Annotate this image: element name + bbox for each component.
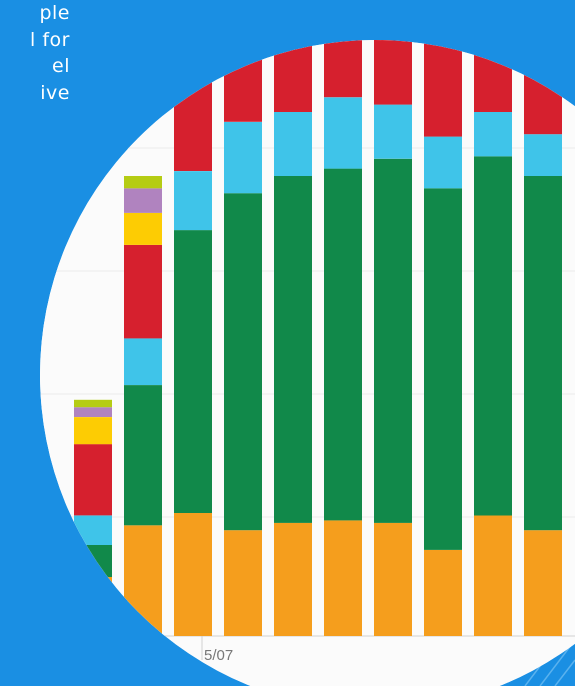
bar-segment [274, 522, 312, 636]
bar-segment [124, 385, 162, 526]
bar-segment [124, 244, 162, 339]
bar-segment [374, 104, 412, 159]
bar-segment [324, 97, 362, 169]
bar-segment [124, 525, 162, 636]
bar-segment [324, 40, 362, 98]
bar-segment [74, 417, 112, 445]
bar-segment [324, 0, 362, 1]
bar-segment [424, 188, 462, 550]
bar-segment [374, 522, 412, 636]
bar-segment [74, 577, 112, 636]
bar-segment [174, 171, 212, 231]
bar-segment [174, 80, 212, 171]
bar-segment [124, 338, 162, 385]
bar-segment [474, 0, 512, 16]
bar-segment [274, 0, 312, 14]
intro-line: ple [39, 2, 70, 24]
bar-segment [224, 40, 262, 122]
bar-segment [424, 549, 462, 636]
bar-segment [324, 168, 362, 521]
bar-segment [124, 212, 162, 245]
bar-segment [424, 40, 462, 137]
bar-segment [174, 0, 212, 36]
bar-segment [524, 176, 562, 531]
bar-segment [74, 399, 112, 408]
bar-segment [224, 530, 262, 636]
bar-segment [274, 112, 312, 176]
bar-segment [474, 40, 512, 113]
bar-segment [224, 0, 262, 31]
bar-segment [374, 0, 412, 6]
intro-line: el [52, 55, 70, 77]
bar-segment [74, 515, 112, 545]
intro-line: l for [30, 28, 70, 51]
bar-segment [324, 520, 362, 636]
bar-segment [474, 515, 512, 636]
bar-segment [124, 188, 162, 213]
bar-segment [524, 134, 562, 176]
bar-segment [74, 407, 112, 417]
bar-segment [174, 230, 212, 513]
intro-line: ive [40, 81, 70, 104]
bar-segment [124, 176, 162, 189]
bar-segment [424, 0, 462, 38]
bar-segment [274, 176, 312, 523]
bar-series [74, 0, 562, 636]
bar-segment [224, 121, 262, 194]
bar-segment [524, 530, 562, 636]
intro-text: ple l for el ive [0, 0, 70, 106]
bar-segment [474, 156, 512, 516]
bar-segment [274, 40, 312, 113]
bar-segment [424, 136, 462, 189]
bar-segment [224, 193, 262, 531]
bar-segment [374, 158, 412, 523]
bar-segment [74, 545, 112, 577]
bar-segment [174, 40, 212, 81]
bar-segment [524, 40, 562, 46]
x-tick-label: 5/07 [204, 647, 233, 664]
bar-segment [174, 513, 212, 636]
bar-segment [374, 40, 412, 105]
stripe-line [554, 659, 575, 686]
bar-segment [74, 444, 112, 516]
bar-segment [524, 45, 562, 135]
bar-segment [474, 112, 512, 157]
